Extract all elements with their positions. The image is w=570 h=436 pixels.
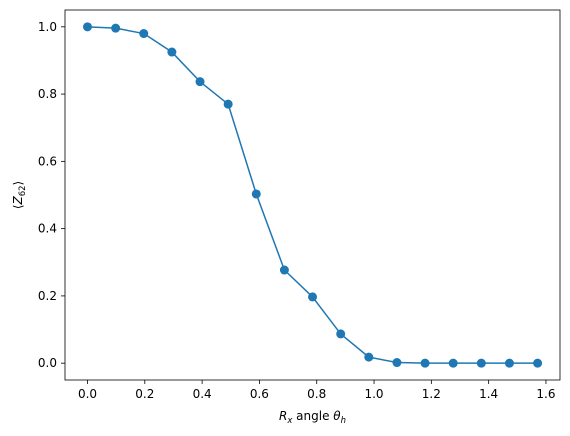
y-label-left: ⟨	[11, 205, 25, 210]
x-tick-label: 0.8	[307, 387, 326, 401]
data-point	[279, 265, 289, 275]
data-point	[195, 77, 205, 87]
y-tick-label: 0.0	[38, 356, 57, 370]
y-tick-label: 0.4	[38, 222, 57, 236]
data-point	[223, 99, 233, 109]
data-point	[504, 358, 514, 368]
data-point	[251, 189, 261, 199]
x-tick-label: 1.2	[422, 387, 441, 401]
x-label-sub: x	[286, 416, 293, 426]
x-tick-label: 1.4	[479, 387, 498, 401]
y-axis-ticks: 0.0 0.2 0.4 0.6 0.8 1.0	[38, 20, 65, 370]
plot-area	[82, 22, 543, 368]
y-tick-label: 0.6	[38, 154, 57, 168]
y-axis-label: ⟨Z62⟩	[11, 181, 28, 209]
x-tick-label: 0.6	[250, 387, 269, 401]
x-label-theta: θ	[333, 409, 341, 423]
x-tick-label: 0.0	[78, 387, 97, 401]
x-axis-label: Rx angle θh	[279, 409, 346, 426]
y-label-right: ⟩	[11, 181, 25, 186]
x-tick-label: 1.0	[364, 387, 383, 401]
series-line	[87, 26, 538, 364]
data-point	[448, 358, 458, 368]
data-point	[139, 29, 149, 39]
x-tick-label: 1.6	[536, 387, 555, 401]
data-point	[336, 329, 346, 339]
data-point	[392, 358, 402, 368]
x-axis-ticks: 0.0 0.2 0.4 0.6 0.8 1.0 1.2 1.4 1.6	[78, 380, 556, 401]
data-point	[364, 352, 374, 362]
x-label-base: R	[279, 409, 287, 423]
y-tick-label: 0.2	[38, 289, 57, 303]
y-label-sub: 62	[18, 185, 28, 196]
x-tick-label: 0.4	[193, 387, 212, 401]
x-label-theta-sub: h	[341, 416, 346, 426]
data-point	[111, 23, 121, 33]
x-label-mid: angle	[292, 409, 333, 423]
y-tick-label: 1.0	[38, 20, 57, 34]
y-label-base: Z	[11, 196, 25, 206]
data-point	[420, 358, 430, 368]
x-tick-label: 0.2	[135, 387, 154, 401]
data-point	[167, 47, 177, 57]
data-point	[476, 358, 486, 368]
axes-frame	[64, 9, 561, 381]
y-tick-label: 0.8	[38, 87, 57, 101]
data-point	[82, 22, 92, 32]
data-point	[308, 292, 318, 302]
data-point	[533, 358, 543, 368]
